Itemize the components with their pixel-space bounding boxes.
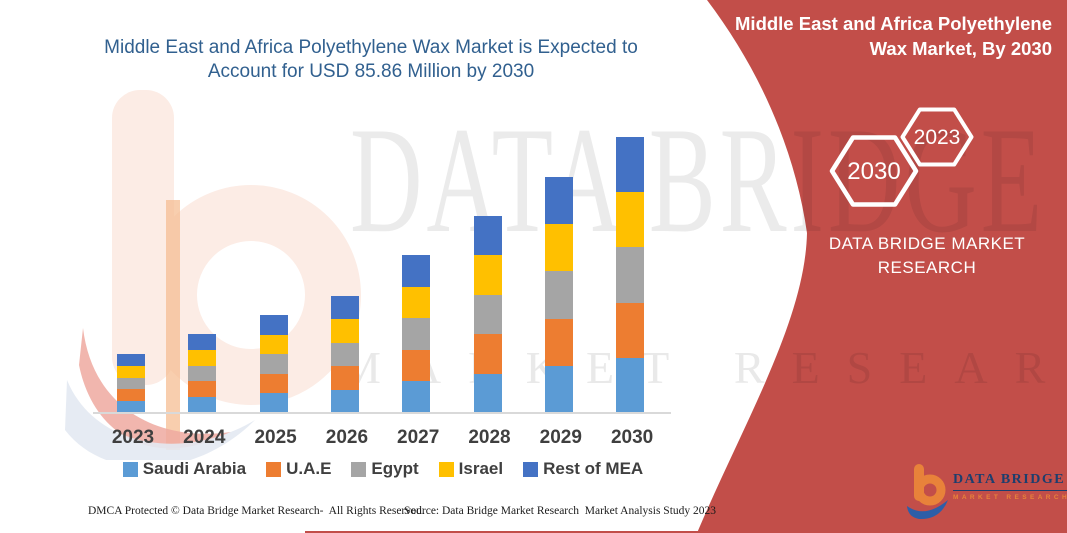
- bar-segment-2024-saudi-arabia: [188, 397, 217, 413]
- x-axis-line: [93, 412, 671, 414]
- bar-segment-2023-saudi-arabia: [117, 401, 145, 413]
- logo-title: DATA BRIDGE: [953, 472, 1067, 491]
- bar-segment-2027-egypt: [402, 318, 431, 350]
- legend-item-saudi-arabia: Saudi Arabia: [122, 459, 247, 479]
- bar-segment-2029-u-a-e: [544, 318, 573, 366]
- bar-segment-2023-egypt: [117, 377, 145, 390]
- legend-label: Rest of MEA: [543, 459, 644, 478]
- legend-swatch: [122, 461, 138, 477]
- legend-item-rest-of-mea: Rest of MEA: [523, 459, 643, 479]
- legend-label: Israel: [458, 459, 504, 478]
- x-axis-label-2024: 2024: [183, 427, 226, 448]
- plot-area: [93, 0, 673, 413]
- side-panel-title-line2: Wax Market, By 2030: [869, 38, 1052, 59]
- legend-swatch: [523, 461, 539, 477]
- bar-segment-2025-saudi-arabia: [259, 393, 288, 413]
- data-bridge-logo: DATA BRIDGE MARKET RESEARCH: [895, 458, 1067, 520]
- bar-segment-2026-u-a-e: [330, 366, 359, 390]
- x-axis-label-2028: 2028: [468, 427, 511, 448]
- bar-segment-2030-israel: [616, 192, 645, 248]
- chart-title: Middle East and Africa Polyethylene Wax …: [86, 36, 656, 83]
- bar-segment-2029-egypt: [544, 271, 573, 319]
- bar-segment-2030-egypt: [616, 247, 645, 303]
- bar-segment-2025-israel: [259, 334, 288, 355]
- chart-title-line1: Middle East and Africa Polyethylene Wax …: [104, 37, 638, 58]
- bar-segment-2024-egypt: [188, 365, 217, 382]
- legend-label: Saudi Arabia: [142, 459, 247, 478]
- hexagon-2030-label: 2030: [847, 158, 901, 185]
- bar-segment-2026-egypt: [330, 342, 359, 367]
- footer-source-text: Source: Data Bridge Market Research Mark…: [404, 505, 717, 517]
- legend-swatch: [266, 461, 282, 477]
- legend-item-u-a-e: U.A.E: [266, 459, 331, 479]
- bar-segment-2023-rest-of-mea: [117, 354, 145, 366]
- bar-segment-2030-rest-of-mea: [616, 137, 645, 193]
- chart-legend: Saudi Arabia U.A.E Egypt Israel Rest of MEA: [93, 459, 673, 479]
- legend-item-egypt: Egypt: [351, 459, 419, 479]
- x-axis-label-2029: 2029: [539, 427, 582, 448]
- hexagon-2030: [829, 135, 919, 207]
- bar-segment-2028-israel: [473, 255, 502, 295]
- legend-swatch: [351, 461, 367, 477]
- bar-segment-2029-saudi-arabia: [544, 365, 573, 413]
- x-axis-label-2025: 2025: [254, 427, 297, 448]
- bar-segment-2029-rest-of-mea: [544, 176, 573, 225]
- bar-segment-2025-egypt: [259, 354, 288, 374]
- bar-segment-2028-egypt: [473, 294, 502, 335]
- side-panel-title-line1: Middle East and Africa Polyethylene: [735, 13, 1052, 34]
- bar-segment-2028-saudi-arabia: [473, 373, 502, 413]
- chart-title-line2: Account for USD 85.86 Million by 2030: [207, 60, 535, 82]
- data-bridge-b-icon: [907, 464, 948, 520]
- hexagon-2023-label: 2023: [913, 126, 961, 149]
- bar-segment-2028-rest-of-mea: [473, 215, 502, 256]
- bar-segment-2027-saudi-arabia: [402, 381, 431, 413]
- bar-segment-2025-rest-of-mea: [259, 314, 288, 335]
- bar-segment-2030-u-a-e: [616, 302, 645, 358]
- bar-segment-2023-u-a-e: [117, 389, 145, 402]
- bar-segment-2027-israel: [402, 286, 431, 319]
- side-panel-title: Middle East and Africa Polyethylene Wax …: [722, 11, 1052, 61]
- bar-segment-2024-u-a-e: [188, 381, 217, 398]
- bar-segment-2025-u-a-e: [259, 373, 288, 394]
- bar-segment-2029-israel: [544, 224, 573, 272]
- bar-segment-2026-israel: [330, 319, 359, 343]
- x-axis-label-2030: 2030: [610, 427, 654, 448]
- legend-label: U.A.E: [286, 459, 332, 478]
- footer-accent-line: [305, 530, 715, 533]
- bar-segment-2026-saudi-arabia: [330, 389, 359, 413]
- legend-label: Egypt: [371, 459, 419, 478]
- logo-subtitle: MARKET RESEARCH: [953, 494, 1067, 501]
- bar-segment-2023-israel: [117, 365, 145, 378]
- bar-segment-2027-u-a-e: [402, 349, 431, 382]
- bar-segment-2024-rest-of-mea: [188, 333, 217, 350]
- x-axis-label-2027: 2027: [397, 427, 440, 448]
- x-axis-label-2023: 2023: [111, 427, 155, 448]
- x-axis-labels: 2023 2024 2025 2026 2027 2028 2029 2030: [93, 427, 673, 451]
- footer-dmca-text: DMCA Protected © Data Bridge Market Rese…: [88, 505, 425, 517]
- bar-segment-2027-rest-of-mea: [402, 254, 431, 287]
- bar-segment-2030-saudi-arabia: [616, 357, 645, 413]
- hexagon-2023: [900, 107, 974, 167]
- x-axis-label-2026: 2026: [325, 427, 369, 448]
- bar-segment-2028-u-a-e: [473, 334, 502, 374]
- side-panel-brand-text: DATA BRIDGE MARKET RESEARCH: [828, 234, 1026, 277]
- legend-item-israel: Israel: [438, 459, 504, 479]
- legend-swatch: [438, 461, 454, 477]
- bar-segment-2024-israel: [188, 349, 217, 366]
- bar-segment-2026-rest-of-mea: [330, 295, 359, 320]
